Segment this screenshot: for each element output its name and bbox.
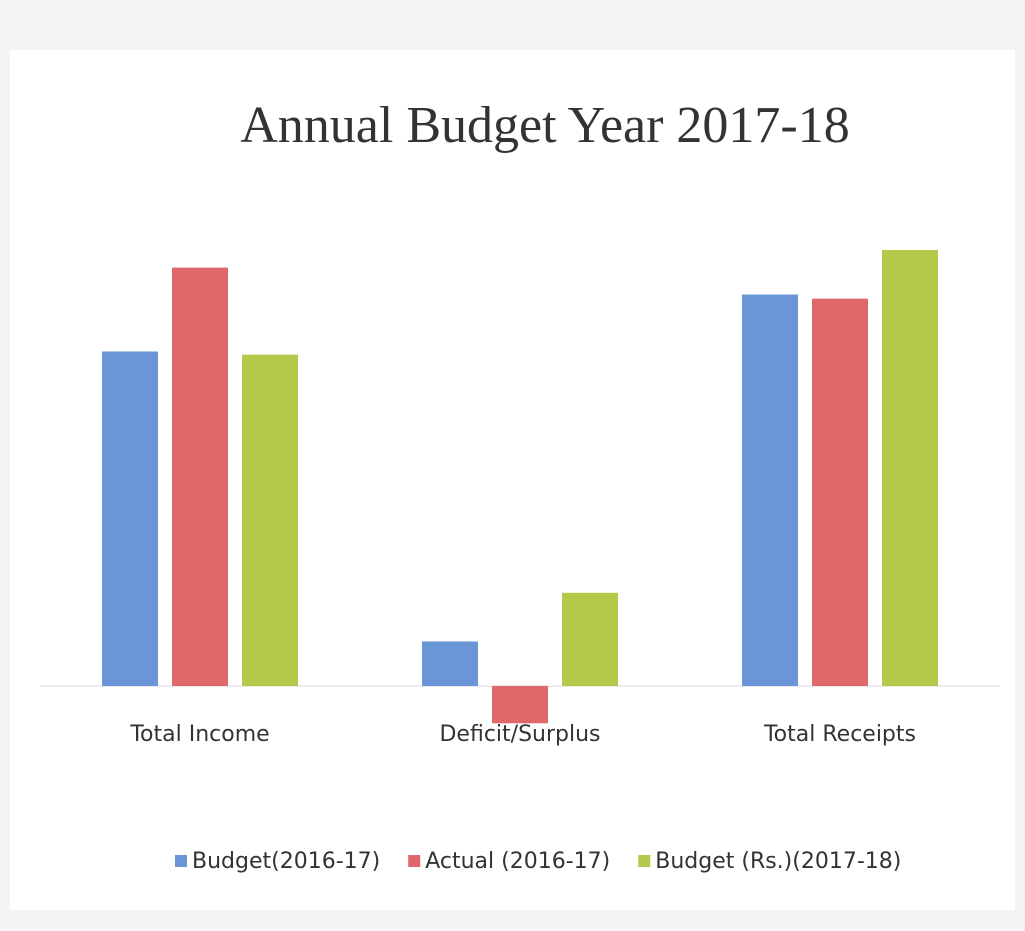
bar xyxy=(492,686,548,724)
legend-label: Budget (Rs.)(2017-18) xyxy=(655,849,901,874)
bar xyxy=(882,250,938,686)
bar xyxy=(562,592,618,686)
legend-swatch xyxy=(638,855,651,867)
bar xyxy=(172,267,228,686)
x-tick-label: Total Receipts xyxy=(763,722,916,747)
legend-swatch xyxy=(408,855,421,867)
chart-title: Annual Budget Year 2017-18 xyxy=(240,97,850,154)
x-tick-label: Deficit/Surplus xyxy=(439,722,600,747)
x-tick-label: Total Income xyxy=(129,722,269,747)
bar xyxy=(102,351,158,686)
bar xyxy=(422,641,478,686)
bar xyxy=(812,298,868,686)
legend-label: Budget(2016-17) xyxy=(192,849,380,874)
legend-swatch xyxy=(175,855,187,867)
bar xyxy=(242,354,298,686)
legend-label: Actual (2016-17) xyxy=(425,849,610,874)
bar xyxy=(742,294,798,686)
